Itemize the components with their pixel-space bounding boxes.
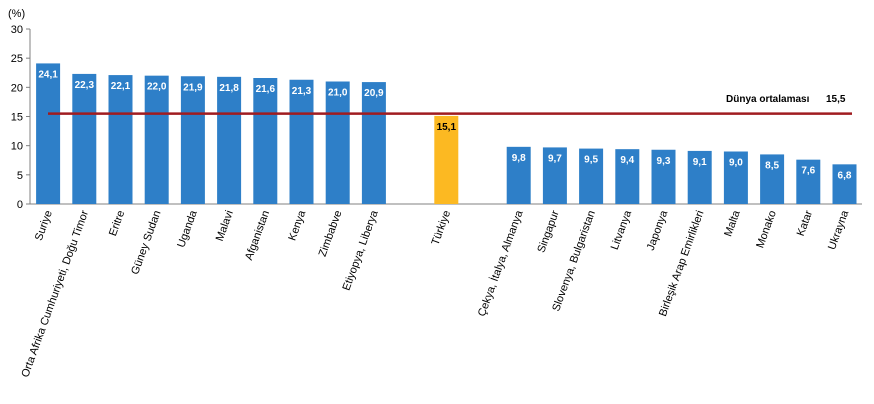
bar xyxy=(687,150,712,204)
category-label: Etiyopya, Liberya xyxy=(341,208,381,292)
bar xyxy=(506,146,531,204)
bar xyxy=(832,164,857,204)
category-label: Malta xyxy=(722,208,743,238)
bar xyxy=(72,73,97,205)
bar xyxy=(434,115,459,204)
y-tick-label: 30 xyxy=(11,24,23,36)
bar xyxy=(542,147,567,204)
data-label: 9,8 xyxy=(512,153,526,164)
y-tick-label: 20 xyxy=(11,82,23,94)
data-label: 9,4 xyxy=(620,155,634,166)
data-label: 9,7 xyxy=(548,153,562,164)
bar xyxy=(760,154,785,204)
category-label: Eritre xyxy=(107,209,127,238)
data-label: 9,5 xyxy=(584,155,598,166)
bar xyxy=(723,151,748,204)
y-tick-label: 5 xyxy=(17,170,23,182)
category-label: Singapur xyxy=(535,209,561,255)
bar xyxy=(361,82,386,204)
y-tick-label: 25 xyxy=(11,53,23,65)
reference-line-label: Dünya ortalaması xyxy=(726,94,810,105)
category-label: Ukrayna xyxy=(826,208,852,251)
y-tick-label: 10 xyxy=(11,141,23,153)
y-axis-unit-label: (%) xyxy=(8,8,25,20)
data-label: 21,3 xyxy=(292,86,312,97)
category-label: Güney Sudan xyxy=(129,209,163,276)
bar xyxy=(615,149,640,204)
bars xyxy=(36,63,857,205)
bar xyxy=(180,76,205,204)
bar xyxy=(579,148,604,204)
data-label: 9,0 xyxy=(729,158,743,169)
bar xyxy=(36,63,61,204)
data-label: 6,8 xyxy=(838,170,852,181)
bar xyxy=(796,159,821,204)
data-label: 9,1 xyxy=(693,157,707,168)
category-label: Afganistan xyxy=(243,209,272,262)
bar xyxy=(144,75,169,205)
data-label: 24,1 xyxy=(38,69,58,80)
category-label: Katar xyxy=(795,209,815,238)
reference-line-value: 15,5 xyxy=(826,94,846,105)
category-label: Türkiye xyxy=(430,209,454,247)
bar xyxy=(325,81,350,204)
category-label: Orta Afrika Cumhuriyeti, Doğu Timor xyxy=(19,209,91,379)
y-tick-label: 0 xyxy=(17,199,23,211)
data-label: 22,1 xyxy=(111,81,131,92)
bar xyxy=(289,79,314,204)
data-label: 15,1 xyxy=(437,122,457,133)
category-label: Litvanya xyxy=(609,208,635,251)
data-label: 22,0 xyxy=(147,82,167,93)
data-label: 21,8 xyxy=(219,83,239,94)
category-label: Suriye xyxy=(33,209,55,242)
data-labels: 24,1 22,3 22,1 22,0 21,9 21,8 21,6 21,3 21,0 20,9… xyxy=(38,69,852,181)
category-label: Japonya xyxy=(645,208,671,252)
bar xyxy=(253,78,278,204)
data-label: 21,0 xyxy=(328,88,348,99)
category-label: Zimbabve xyxy=(317,209,345,258)
data-label: 22,3 xyxy=(75,80,95,91)
category-label: Uganda xyxy=(175,208,200,249)
category-label: Çekya, İtalya, Almanya xyxy=(475,208,526,318)
bar xyxy=(217,76,242,204)
data-label: 21,6 xyxy=(256,84,276,95)
data-label: 21,9 xyxy=(183,82,203,93)
data-label: 20,9 xyxy=(364,88,384,99)
bar xyxy=(651,149,676,204)
category-label: Monako xyxy=(754,209,779,250)
data-label: 9,3 xyxy=(657,156,671,167)
y-tick-label: 15 xyxy=(11,112,23,124)
data-label: 7,6 xyxy=(801,166,815,177)
category-label: Kenya xyxy=(286,208,308,242)
bar xyxy=(108,75,133,204)
data-label: 8,5 xyxy=(765,160,779,171)
category-label: Malavi xyxy=(214,209,236,243)
